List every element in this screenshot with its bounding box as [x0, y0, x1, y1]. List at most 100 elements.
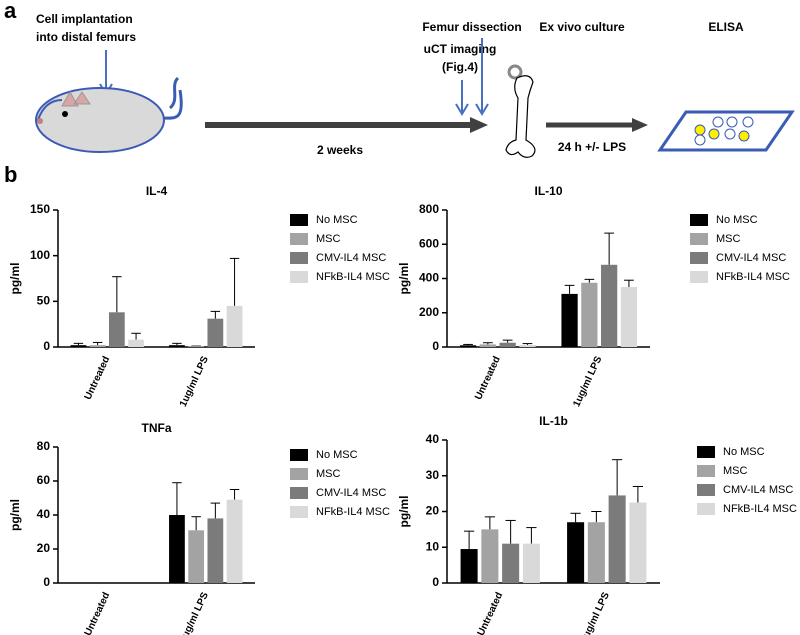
legend-label: No MSC	[723, 446, 765, 458]
legend-swatch	[697, 446, 715, 458]
x-tick-label: 1ug/ml LPS	[579, 590, 612, 635]
bar	[629, 502, 647, 583]
y-tick-label: 30	[426, 468, 440, 482]
bar	[460, 549, 478, 583]
panel-label: a	[4, 0, 17, 23]
legend-swatch	[290, 252, 308, 264]
bar	[188, 346, 205, 347]
legend-label: CMV-IL4 MSC	[716, 252, 786, 264]
legend-swatch	[697, 503, 715, 515]
arrow-head	[470, 117, 488, 133]
arrow-head	[455, 103, 469, 116]
bar	[587, 522, 605, 583]
legend-label: MSC	[723, 465, 748, 477]
x-tick-label: 1ug/ml LPS	[178, 590, 211, 635]
y-tick-label: 0	[432, 575, 439, 589]
y-tick-label: 400	[419, 271, 439, 285]
chart-title: IL-10	[534, 184, 562, 198]
bar	[207, 318, 224, 347]
legend-label: NFkB-IL4 MSC	[723, 503, 797, 515]
bar	[70, 345, 87, 347]
bar	[226, 305, 243, 347]
bar	[459, 345, 477, 347]
legend-swatch	[690, 233, 708, 245]
legend-label: MSC	[316, 468, 341, 480]
x-tick-label: Untreated	[476, 591, 506, 635]
legend-label: MSC	[716, 233, 741, 245]
legend-swatch	[690, 271, 708, 283]
mouse	[35, 76, 183, 153]
y-tick-label: 150	[30, 202, 50, 216]
bar	[502, 543, 520, 583]
legend-swatch	[290, 487, 308, 499]
legend-swatch	[697, 465, 715, 477]
bar	[519, 344, 536, 347]
legend-label: No MSC	[316, 449, 358, 461]
x-tick-label: Untreated	[83, 355, 113, 402]
legend-label: No MSC	[316, 214, 358, 226]
legend-label: NFkB-IL4 MSC	[316, 271, 390, 283]
bar	[169, 515, 185, 583]
y-axis-label: pg/ml	[8, 263, 22, 295]
bar	[567, 522, 585, 583]
bar	[481, 529, 499, 583]
y-tick-label: 600	[419, 236, 439, 250]
legend-label: MSC	[316, 233, 341, 245]
step-label: (Fig.4)	[442, 60, 478, 74]
legend-swatch	[290, 214, 308, 226]
legend-swatch	[290, 449, 308, 461]
chart-title: IL-1b	[539, 414, 568, 428]
y-axis-label: pg/ml	[397, 263, 411, 295]
duration: 2 weeks	[317, 143, 363, 157]
bar	[479, 344, 496, 347]
step-label: into distal femurs	[36, 30, 136, 44]
bar	[522, 543, 540, 583]
y-tick-label: 10	[426, 539, 440, 553]
bar	[108, 312, 125, 347]
y-tick-label: 40	[426, 432, 440, 446]
y-tick-label: 60	[37, 473, 51, 487]
y-tick-label: 50	[37, 294, 51, 308]
legend-label: CMV-IL4 MSC	[316, 252, 386, 264]
y-tick-label: 100	[30, 248, 50, 262]
panel-label: b	[4, 162, 17, 187]
legend-swatch	[690, 252, 708, 264]
bar	[169, 345, 185, 347]
y-tick-label: 0	[432, 339, 439, 353]
bar	[499, 342, 516, 347]
arrow-head	[632, 118, 648, 132]
bar	[608, 495, 626, 583]
legend-label: NFkB-IL4 MSC	[716, 271, 790, 283]
chart-title: TNFa	[142, 421, 172, 435]
y-tick-label: 0	[43, 339, 50, 353]
bar	[89, 345, 106, 347]
x-tick-label: Untreated	[83, 591, 113, 635]
step-label: ELISA	[708, 20, 744, 34]
bar	[620, 287, 638, 347]
step-label: Femur dissection	[422, 20, 521, 34]
x-tick-label: 1ug/ml LPS	[571, 354, 604, 408]
y-tick-label: 20	[37, 541, 51, 555]
legend-swatch	[290, 271, 308, 283]
y-tick-label: 40	[37, 507, 51, 521]
y-tick-label: 0	[43, 575, 50, 589]
legend-swatch	[290, 233, 308, 245]
legend-swatch	[290, 506, 308, 518]
bar	[188, 530, 205, 583]
bar	[207, 518, 224, 583]
y-axis-label: pg/ml	[397, 496, 411, 528]
y-tick-label: 800	[419, 202, 439, 216]
bar	[581, 282, 598, 347]
y-tick-label: 20	[426, 504, 440, 518]
femur	[505, 64, 536, 158]
y-tick-label: 200	[419, 305, 439, 319]
legend-label: CMV-IL4 MSC	[723, 484, 793, 496]
legend-swatch	[690, 214, 708, 226]
y-axis-label: pg/ml	[8, 499, 22, 531]
step-label: 24 h +/- LPS	[558, 140, 626, 154]
legend-label: No MSC	[716, 214, 758, 226]
bar	[128, 339, 144, 347]
legend-swatch	[290, 468, 308, 480]
bar	[601, 264, 618, 347]
